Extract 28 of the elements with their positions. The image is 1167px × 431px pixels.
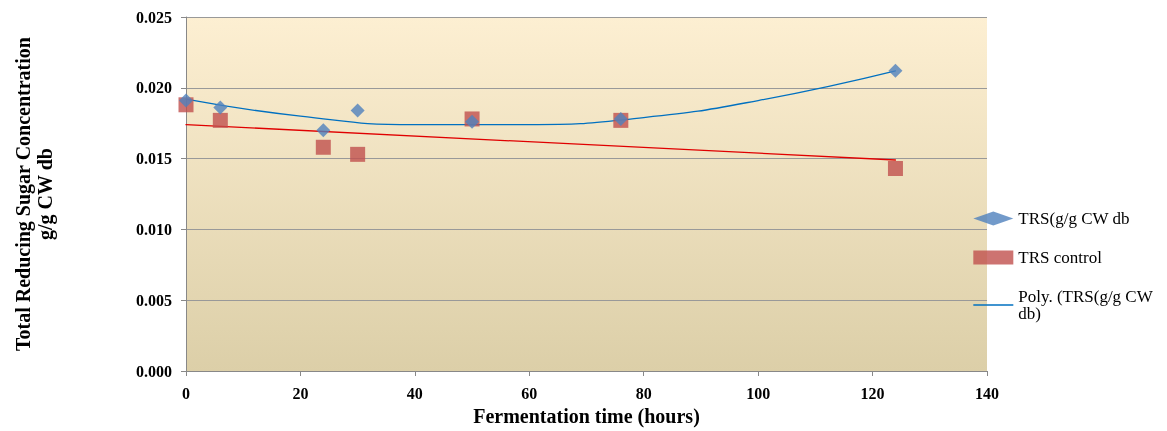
legend-label: TRS control (1018, 248, 1103, 267)
x-tick-label: 60 (521, 384, 538, 402)
point (887, 161, 903, 177)
point (315, 139, 331, 155)
point (213, 100, 228, 115)
legend-label: Poly. (TRS(g/g CW db) (1018, 287, 1157, 323)
x-tick-label: 0 (182, 384, 190, 402)
x-tick-label: 80 (635, 384, 652, 402)
x-tick-label: 20 (292, 384, 309, 402)
point (179, 93, 193, 108)
x-axis-title: Fermentation time (hours) (473, 404, 700, 428)
y-axis-title: Total Reducing Sugar Concentration g/g CW db (12, 37, 57, 351)
point (316, 123, 331, 138)
point (212, 112, 228, 128)
y-tick-label: 0.010 (136, 220, 172, 238)
point (888, 63, 903, 78)
x-tick-label: 100 (746, 384, 771, 402)
point (350, 146, 366, 162)
legend-label: TRS(g/g CW db (1018, 209, 1130, 228)
x-tick-label: 140 (975, 384, 999, 402)
y-tick-label: 0.020 (136, 79, 172, 97)
y-tick-label: 0.000 (136, 362, 172, 380)
x-tick-label: 40 (406, 384, 423, 402)
x-tick-label: 120 (860, 384, 885, 402)
y-tick-label: 0.015 (136, 150, 172, 168)
point (350, 103, 365, 118)
y-tick-label: 0.005 (136, 291, 172, 309)
y-tick-label: 0.025 (136, 8, 172, 26)
